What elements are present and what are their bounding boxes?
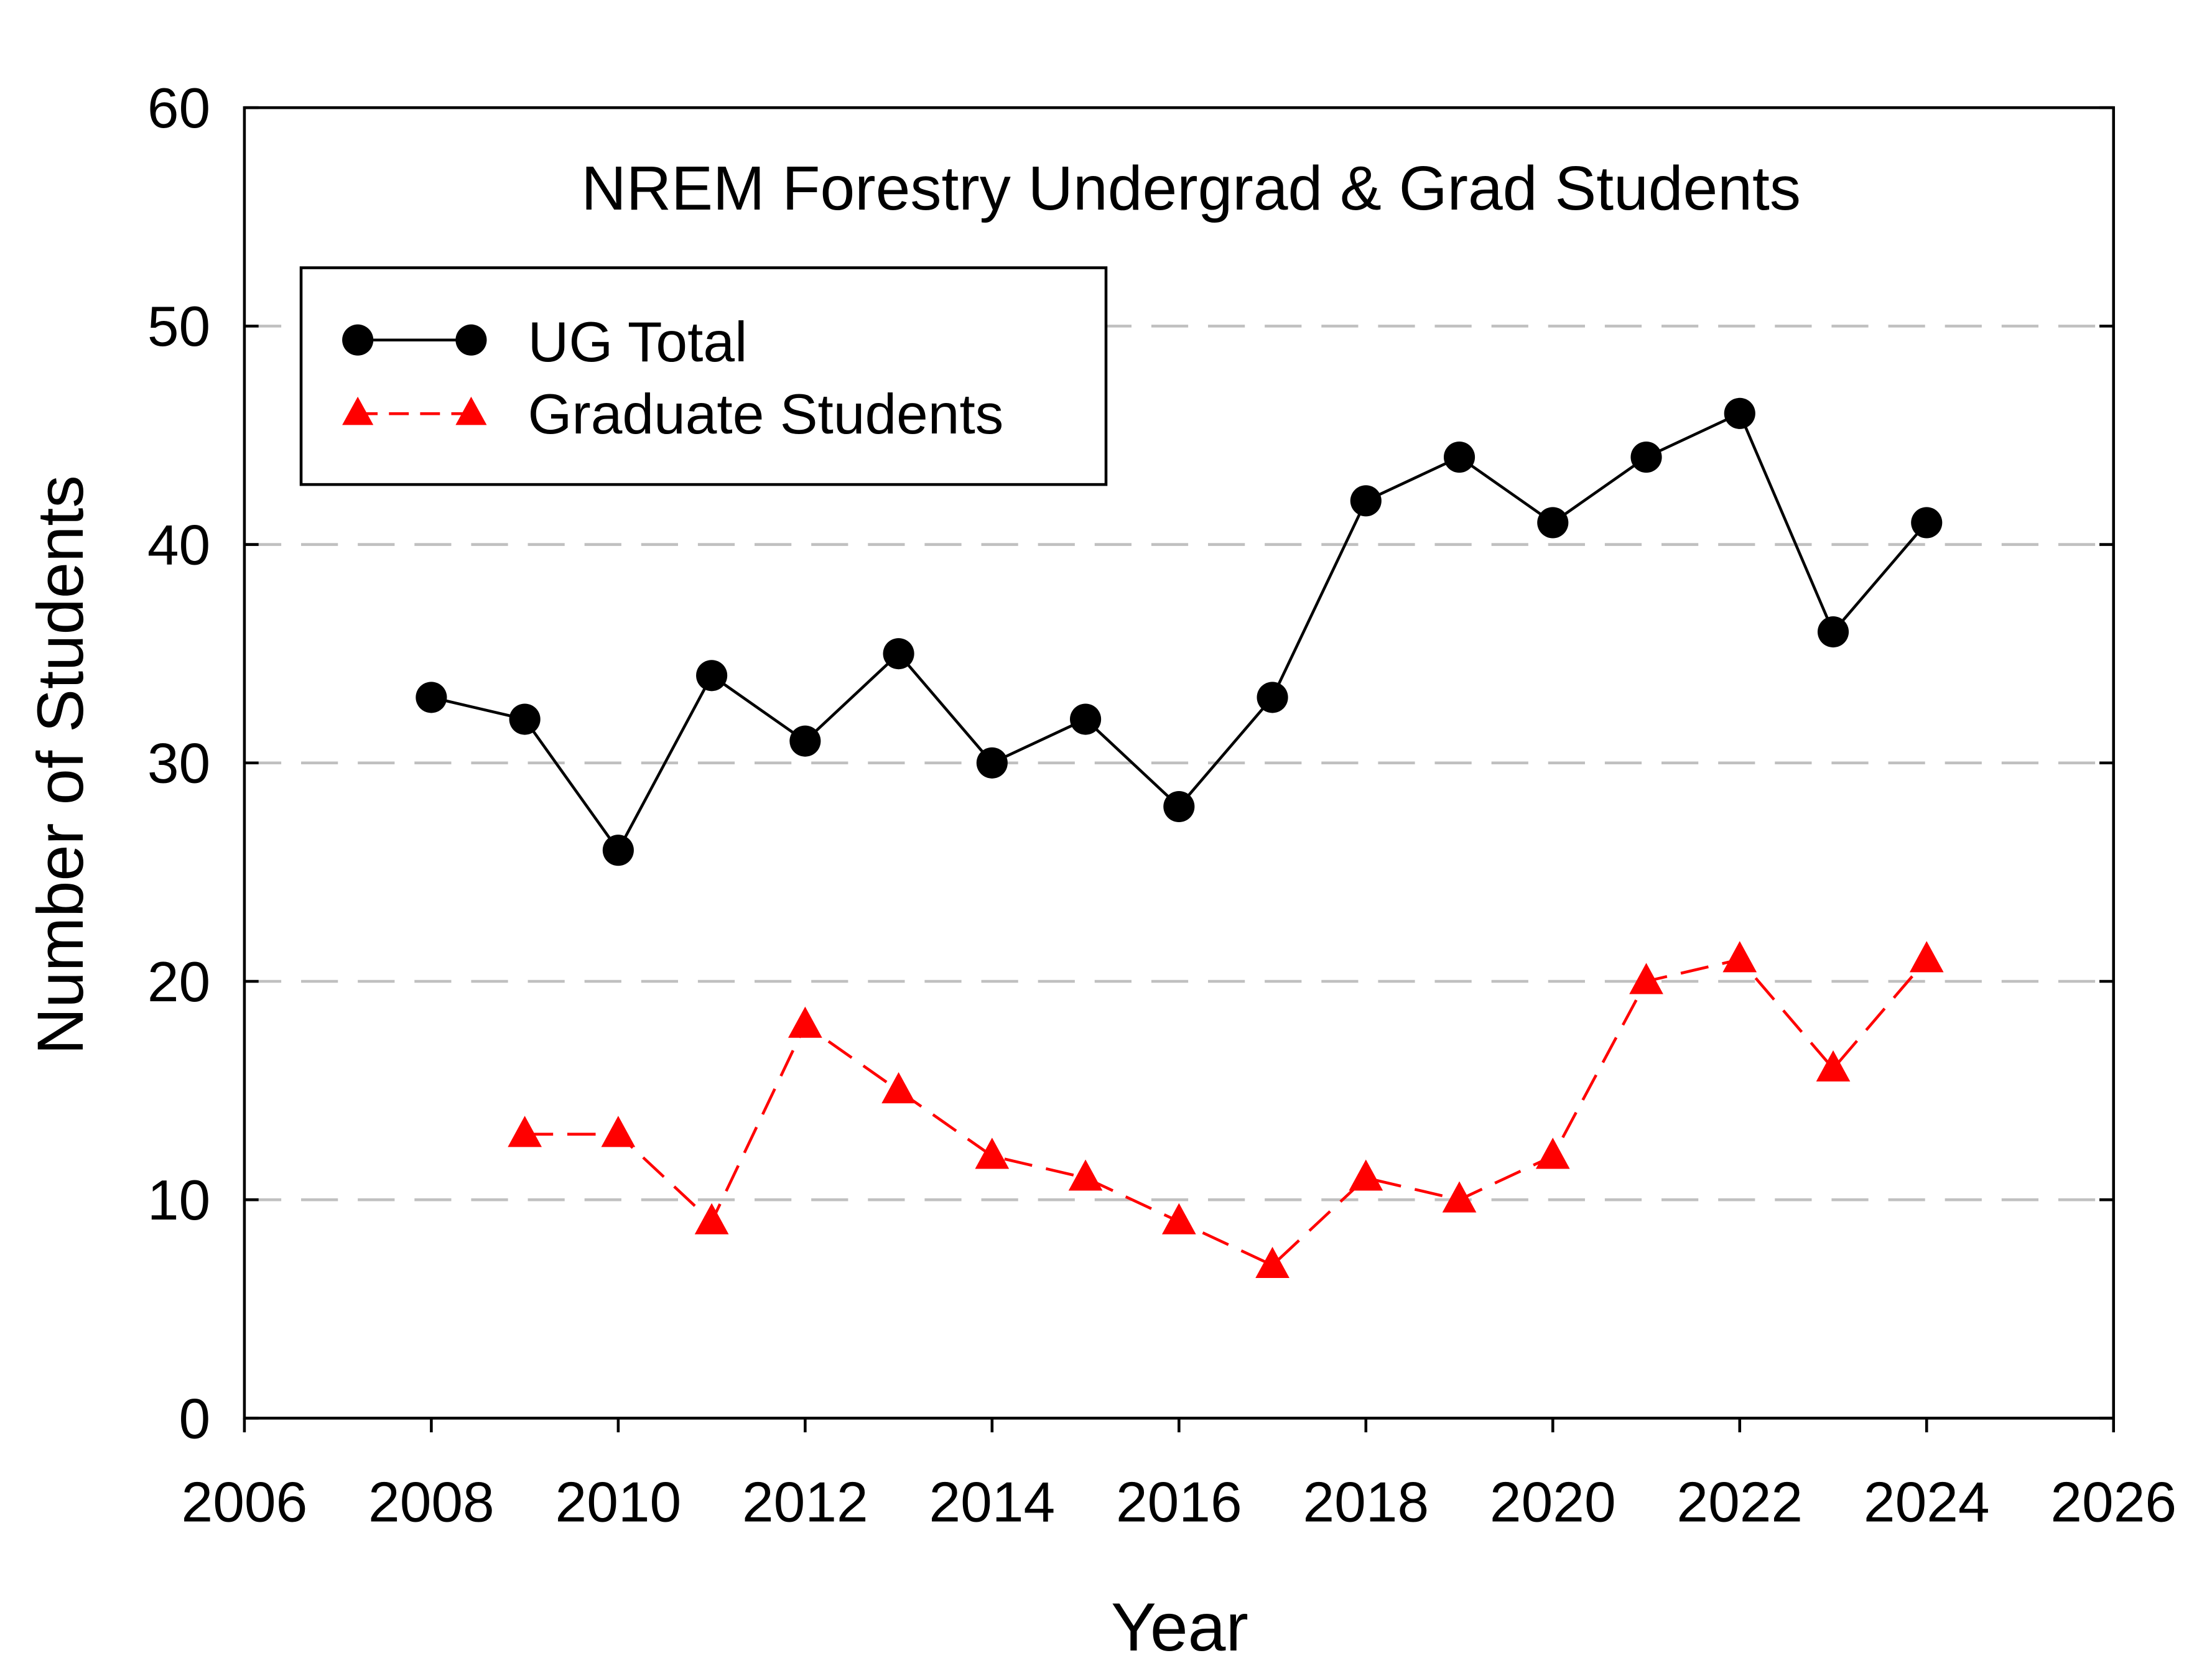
data-point-graduate-students [1629, 963, 1663, 994]
data-point-graduate-students [694, 1203, 729, 1234]
chart-title: NREM Forestry Undergrad & Grad Students [581, 154, 1801, 223]
x-tick-label: 2008 [368, 1471, 495, 1534]
data-point-ug-total [416, 682, 447, 713]
x-tick-label: 2006 [182, 1471, 308, 1534]
data-point-ug-total [1257, 682, 1288, 713]
legend-box [299, 266, 1108, 486]
x-tick-label: 2020 [1490, 1471, 1616, 1534]
x-tick-label: 2012 [742, 1471, 868, 1534]
x-tick-label: 2010 [555, 1471, 682, 1534]
data-point-ug-total [789, 725, 821, 757]
data-point-ug-total [883, 638, 914, 670]
legend-marker-grad [342, 396, 374, 425]
data-point-ug-total [1070, 703, 1102, 735]
data-point-graduate-students [1535, 1137, 1570, 1169]
legend-label-ug: UG Total [528, 311, 748, 374]
series-line-graduate-students [524, 958, 1928, 1267]
data-point-ug-total [696, 660, 728, 692]
data-point-graduate-students [1349, 1159, 1383, 1191]
data-point-ug-total [1350, 485, 1382, 517]
x-tick-label: 2024 [1864, 1471, 1990, 1534]
data-point-graduate-students [1068, 1159, 1103, 1191]
data-point-ug-total [1911, 507, 1943, 539]
data-point-ug-total [1817, 616, 1849, 648]
data-point-graduate-students [788, 1006, 822, 1038]
y-axis-label: Number of Students [24, 475, 97, 1055]
data-point-graduate-students [1816, 1050, 1851, 1081]
data-point-graduate-students [508, 1116, 542, 1147]
x-tick-label: 2016 [1116, 1471, 1242, 1534]
legend-marker-ug [342, 324, 374, 356]
data-point-graduate-students [975, 1137, 1010, 1169]
y-tick-label: 40 [147, 514, 210, 576]
data-point-graduate-students [1909, 941, 1944, 973]
data-point-ug-total [509, 703, 541, 735]
y-tick-label: 50 [147, 295, 210, 358]
y-tick-label: 20 [147, 951, 210, 1014]
x-tick-label: 2026 [2050, 1471, 2177, 1534]
y-tick-label: 30 [147, 733, 210, 795]
data-point-graduate-students [1722, 941, 1757, 973]
y-tick-label: 10 [147, 1169, 210, 1232]
data-point-graduate-students [1255, 1246, 1290, 1279]
data-point-ug-total [976, 747, 1008, 779]
x-tick-label: 2014 [929, 1471, 1055, 1534]
data-point-ug-total [1537, 507, 1569, 539]
data-point-ug-total [1163, 790, 1195, 823]
data-point-graduate-students [601, 1116, 636, 1147]
x-tick-label: 2022 [1676, 1471, 1803, 1534]
data-point-ug-total [1724, 397, 1755, 429]
legend: UG Total Graduate Students [299, 266, 1108, 486]
legend-marker-grad [455, 396, 487, 425]
axis-ticks: 0 10 20 30 40 50 60 2006 2008 2010 2012 2014 2016 201… [147, 77, 2177, 1534]
legend-label-grad: Graduate Students [528, 383, 1004, 446]
x-tick-label: 2018 [1303, 1471, 1429, 1534]
data-point-ug-total [602, 835, 634, 866]
data-point-graduate-students [881, 1072, 916, 1104]
legend-marker-ug [455, 324, 487, 356]
data-point-graduate-students [1161, 1203, 1196, 1234]
series-layer [416, 397, 1944, 1279]
y-tick-label: 0 [179, 1387, 211, 1450]
y-tick-label: 60 [147, 77, 210, 140]
data-point-graduate-students [1442, 1181, 1477, 1213]
x-axis-label: Year [1111, 1590, 1248, 1665]
data-point-ug-total [1443, 442, 1475, 473]
data-point-ug-total [1630, 442, 1662, 473]
